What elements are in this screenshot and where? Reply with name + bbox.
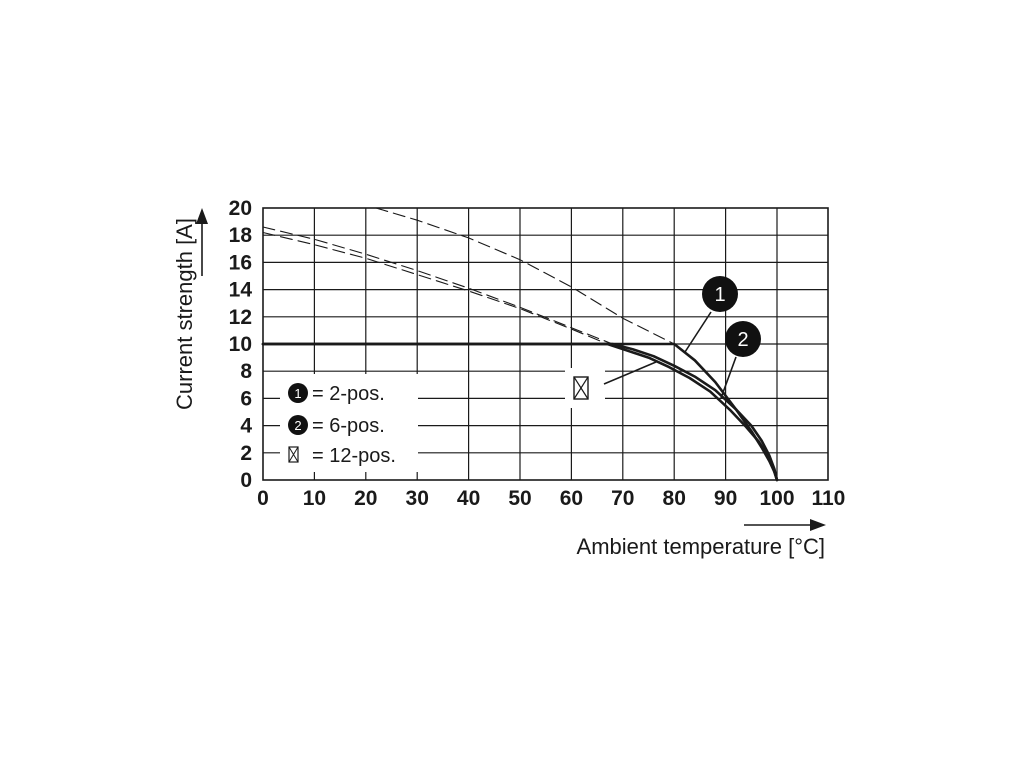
x-tick-label: 20 <box>354 487 377 510</box>
callout-badge <box>725 321 761 357</box>
y-tick-label: 0 <box>240 469 252 492</box>
x-tick-label: 90 <box>714 487 737 510</box>
y-tick-labels: 0 2 4 6 8 10 12 14 16 18 20 <box>229 197 253 492</box>
x-axis-arrow <box>744 519 826 531</box>
crossed-box-diagonal <box>573 376 589 400</box>
y-tick-label: 14 <box>229 279 253 302</box>
crossed-box-diagonal <box>288 446 299 463</box>
series-line-12-pos-dashed <box>262 231 608 345</box>
x-tick-label: 70 <box>611 487 634 510</box>
callout-1: 1 <box>684 276 738 353</box>
legend-badge <box>288 383 308 403</box>
y-tick-label: 16 <box>229 251 252 274</box>
y-tick-label: 6 <box>240 387 252 410</box>
series-line-6-pos-solid <box>261 342 779 482</box>
series-line-2-pos-dashed <box>375 207 675 345</box>
y-tick-label: 8 <box>240 360 252 383</box>
callout-badge-label: 2 <box>737 329 748 351</box>
axis-titles: Ambient temperature [°C] Current strengt… <box>172 208 826 559</box>
legend-entry-label: = 6-pos. <box>312 415 385 437</box>
x-tick-label: 0 <box>257 487 269 510</box>
x-tick-label: 80 <box>663 487 686 510</box>
legend-entry: = 12-pos. <box>288 445 396 467</box>
legend-badge <box>288 415 308 435</box>
callout-leader-line <box>684 311 712 353</box>
y-tick-label: 10 <box>229 333 252 356</box>
callout-leader-line <box>720 356 737 399</box>
x-tick-label: 60 <box>560 487 583 510</box>
y-tick-label: 4 <box>240 415 252 438</box>
y-tick-label: 12 <box>229 306 252 329</box>
y-tick-label: 20 <box>229 197 252 220</box>
series-line-12-pos-solid <box>261 342 779 482</box>
plot-frame <box>262 207 829 481</box>
plot-border <box>262 207 829 481</box>
x-tick-label: 50 <box>508 487 531 510</box>
y-tick-label: 2 <box>240 442 252 465</box>
legend-badge-label: 2 <box>294 418 301 433</box>
callout-leader-line <box>603 361 657 385</box>
chart-series <box>261 207 779 482</box>
legend-entry: 2 = 6-pos. <box>288 415 385 437</box>
legend-badge-label: 1 <box>294 386 301 401</box>
legend-entry-label: = 2-pos. <box>312 383 385 405</box>
x-tick-label: 30 <box>406 487 429 510</box>
y-axis-title: Current strength [A] <box>172 218 197 410</box>
series-line-6-pos-dashed <box>262 226 614 345</box>
legend: 1 = 2-pos. 2 = 6-pos. = 12-pos. <box>280 374 418 472</box>
x-tick-label: 40 <box>457 487 480 510</box>
callout-badge <box>702 276 738 312</box>
callout-2: 2 <box>720 321 761 399</box>
legend-entry: 1 = 2-pos. <box>288 383 385 405</box>
x-tick-label: 10 <box>303 487 326 510</box>
x-tick-label: 110 <box>811 487 845 510</box>
y-tick-label: 18 <box>229 224 253 247</box>
callout-crossed-box <box>565 361 657 408</box>
y-axis-arrow <box>196 208 208 276</box>
x-tick-labels: 0 10 20 30 40 50 60 70 80 90 100 110 <box>257 487 845 510</box>
x-axis-title: Ambient temperature [°C] <box>577 534 825 559</box>
series-callouts: 12 <box>565 276 761 408</box>
callout-badge-label: 1 <box>714 284 725 306</box>
x-tick-label: 100 <box>759 487 794 510</box>
legend-entry-label: = 12-pos. <box>312 445 396 467</box>
